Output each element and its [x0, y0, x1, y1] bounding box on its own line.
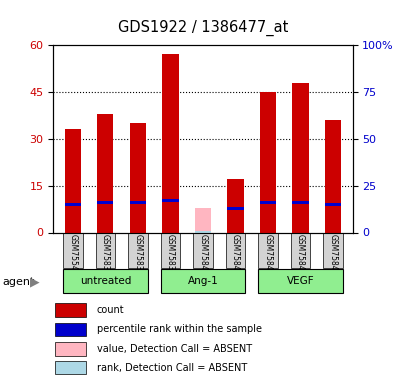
- Text: GDS1922 / 1386477_at: GDS1922 / 1386477_at: [117, 20, 288, 36]
- Text: percentile rank within the sample: percentile rank within the sample: [97, 324, 261, 334]
- Text: GSM75846: GSM75846: [295, 234, 304, 276]
- Text: GSM75848: GSM75848: [328, 234, 337, 276]
- Text: count: count: [97, 305, 124, 315]
- Bar: [63, 269, 147, 293]
- Bar: [97, 201, 113, 204]
- Text: value, Detection Call = ABSENT: value, Detection Call = ABSENT: [97, 344, 251, 354]
- Bar: [162, 54, 178, 232]
- Bar: [194, 207, 211, 232]
- Text: rank, Detection Call = ABSENT: rank, Detection Call = ABSENT: [97, 363, 246, 372]
- Bar: [324, 120, 340, 232]
- Bar: [258, 269, 342, 293]
- Bar: [162, 199, 178, 202]
- Bar: [55, 303, 86, 316]
- Bar: [160, 269, 245, 293]
- Bar: [129, 123, 146, 232]
- Bar: [55, 322, 86, 336]
- Text: ▶: ▶: [29, 276, 39, 288]
- Text: GSM75548: GSM75548: [68, 234, 77, 276]
- Text: GSM75844: GSM75844: [263, 234, 272, 276]
- Text: GSM75842: GSM75842: [230, 234, 239, 276]
- Bar: [95, 232, 115, 268]
- Bar: [194, 231, 211, 232]
- Text: agent: agent: [2, 277, 34, 287]
- Bar: [258, 232, 277, 268]
- Bar: [55, 361, 86, 374]
- Bar: [225, 232, 245, 268]
- Bar: [65, 129, 81, 232]
- Bar: [97, 114, 113, 232]
- Bar: [160, 232, 180, 268]
- Bar: [292, 201, 308, 204]
- Bar: [128, 232, 147, 268]
- Text: GSM75834: GSM75834: [101, 234, 110, 276]
- Bar: [259, 92, 276, 232]
- Bar: [259, 201, 276, 204]
- Bar: [65, 203, 81, 206]
- Bar: [129, 201, 146, 204]
- Bar: [292, 82, 308, 232]
- Bar: [227, 207, 243, 210]
- Text: VEGF: VEGF: [286, 276, 314, 286]
- Bar: [55, 342, 86, 355]
- Text: GSM75836: GSM75836: [133, 234, 142, 276]
- Text: Ang-1: Ang-1: [187, 276, 218, 286]
- Bar: [227, 179, 243, 232]
- Text: untreated: untreated: [79, 276, 131, 286]
- Text: GSM75838: GSM75838: [166, 234, 175, 276]
- Text: GSM75840: GSM75840: [198, 234, 207, 276]
- Bar: [323, 232, 342, 268]
- Bar: [290, 232, 310, 268]
- Bar: [324, 203, 340, 206]
- Bar: [193, 232, 212, 268]
- Bar: [63, 232, 82, 268]
